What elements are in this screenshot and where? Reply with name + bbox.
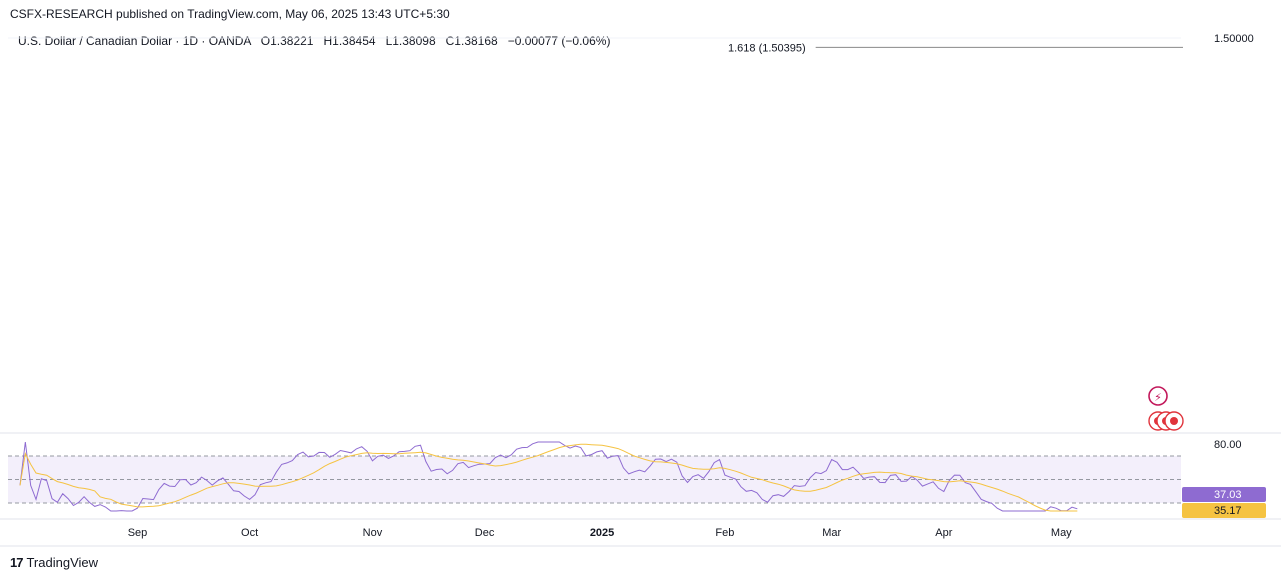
rsi-ma-value-label: 35.17 (1214, 505, 1242, 517)
rsi-value-label-bg (1182, 487, 1266, 502)
price-axis[interactable]: 1.500001.480001.460001.440001.420001.400… (1182, 0, 1266, 45)
tradingview-icon: 17 (10, 555, 24, 570)
rsi-ma-value-label-bg (1182, 503, 1266, 518)
time-tick-label: 2025 (590, 527, 614, 539)
time-tick-label: Apr (935, 527, 952, 539)
flag-event-dot (1170, 417, 1178, 425)
lightning-glyph: ⚡ (1154, 391, 1162, 404)
time-tick-label: Dec (475, 527, 495, 539)
time-tick-label: Oct (241, 527, 258, 539)
rsi-band (8, 456, 1181, 503)
time-tick-label: Nov (363, 527, 383, 539)
price-tick-label: 1.50000 (1214, 33, 1254, 45)
rsi-tick-label: 80.00 (1214, 439, 1242, 451)
time-tick-label: Mar (822, 527, 841, 539)
rsi-pane[interactable]: 80.00 37.03 35.17 (0, 432, 1281, 518)
time-tick-label: Feb (715, 527, 734, 539)
rsi-ma-line (19, 443, 1078, 512)
time-tick-label: Sep (128, 527, 148, 539)
rsi-line (19, 441, 1078, 512)
tradingview-wordmark: TradingView (26, 555, 99, 570)
time-tick-label: May (1051, 527, 1072, 539)
fib-level-label: 1.618 (1.50395) (728, 42, 806, 54)
time-axis[interactable]: Sep Oct Nov Dec 2025 Feb Mar Apr May (0, 518, 1281, 547)
lightning-event-icon (1148, 386, 1168, 406)
published-info: CSFX-RESEARCH published on TradingView.c… (10, 7, 450, 21)
fibonacci-retracement[interactable]: 1.618 (1.50395)1 (1.45521)0.786 (1.43834… (728, 0, 1183, 54)
rsi-value-label: 37.03 (1214, 489, 1242, 501)
tradingview-logo[interactable]: 17 TradingView (10, 555, 98, 570)
